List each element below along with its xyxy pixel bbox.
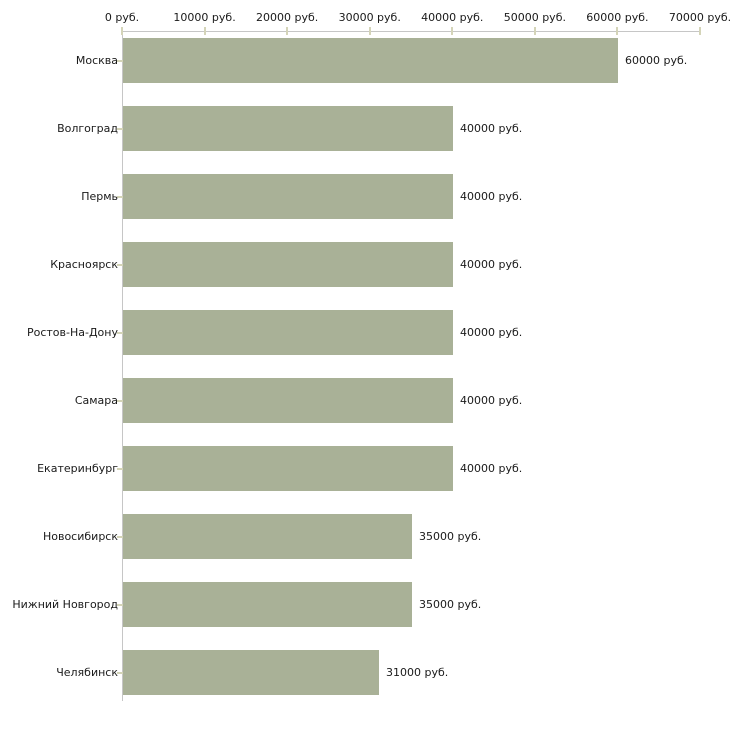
y-axis-line	[122, 31, 123, 701]
y-axis-tick	[117, 603, 123, 606]
x-axis-tick-label: 60000 руб.	[586, 11, 649, 24]
y-axis-tick	[117, 535, 123, 538]
category-label: Нижний Новгород	[12, 597, 118, 611]
bar-value-label: 40000 руб.	[460, 257, 523, 271]
x-axis-tick-label: 10000 руб.	[173, 11, 236, 24]
category-label: Пермь	[81, 189, 118, 203]
y-axis-tick	[117, 671, 123, 674]
bar	[123, 242, 453, 287]
bar	[123, 38, 618, 83]
x-axis-tick	[451, 27, 454, 35]
bar	[123, 582, 412, 627]
x-axis-tick-label: 50000 руб.	[503, 11, 566, 24]
y-axis-tick	[117, 467, 123, 470]
bar	[123, 174, 453, 219]
x-axis-tick	[121, 27, 123, 35]
x-axis-tick-label: 0 руб.	[104, 11, 140, 24]
bar	[123, 310, 453, 355]
bar-value-label: 40000 руб.	[460, 121, 523, 135]
x-axis-tick-label: 40000 руб.	[421, 11, 484, 24]
bar-value-label: 40000 руб.	[460, 461, 523, 475]
bar	[123, 378, 453, 423]
x-axis-tick-label: 20000 руб.	[256, 11, 319, 24]
x-axis-tick-label: 70000 руб.	[668, 11, 730, 24]
y-axis-tick	[117, 195, 123, 198]
x-axis-tick	[533, 27, 536, 35]
category-label: Екатеринбург	[37, 461, 118, 475]
category-label: Москва	[75, 53, 118, 67]
category-label: Новосибирск	[42, 529, 118, 543]
bar	[123, 106, 453, 151]
bar-value-label: 40000 руб.	[460, 325, 523, 339]
category-label: Красноярск	[50, 257, 118, 271]
category-label: Волгоград	[57, 121, 118, 135]
bar-value-label: 40000 руб.	[460, 189, 523, 203]
category-label: Ростов-На-Дону	[26, 325, 118, 339]
x-axis-tick	[203, 27, 206, 35]
x-axis-tick	[616, 27, 619, 35]
x-axis-tick	[286, 27, 289, 35]
category-label: Челябинск	[56, 665, 118, 679]
bar-value-label: 40000 руб.	[460, 393, 523, 407]
x-axis-tick	[699, 27, 701, 35]
x-axis-tick	[368, 27, 371, 35]
bar	[123, 650, 379, 695]
bar-value-label: 60000 руб.	[625, 53, 688, 67]
bar-value-label: 35000 руб.	[419, 529, 482, 543]
x-axis-tick-label: 30000 руб.	[338, 11, 401, 24]
y-axis-tick	[117, 127, 123, 130]
category-label: Самара	[74, 393, 118, 407]
bar-value-label: 31000 руб.	[386, 665, 449, 679]
y-axis-tick	[117, 399, 123, 402]
y-axis-tick	[117, 263, 123, 266]
y-axis-tick	[117, 59, 123, 62]
bar	[123, 514, 412, 559]
bar-value-label: 35000 руб.	[419, 597, 482, 611]
y-axis-tick	[117, 331, 123, 334]
x-axis-line	[122, 31, 701, 32]
bar	[123, 446, 453, 491]
